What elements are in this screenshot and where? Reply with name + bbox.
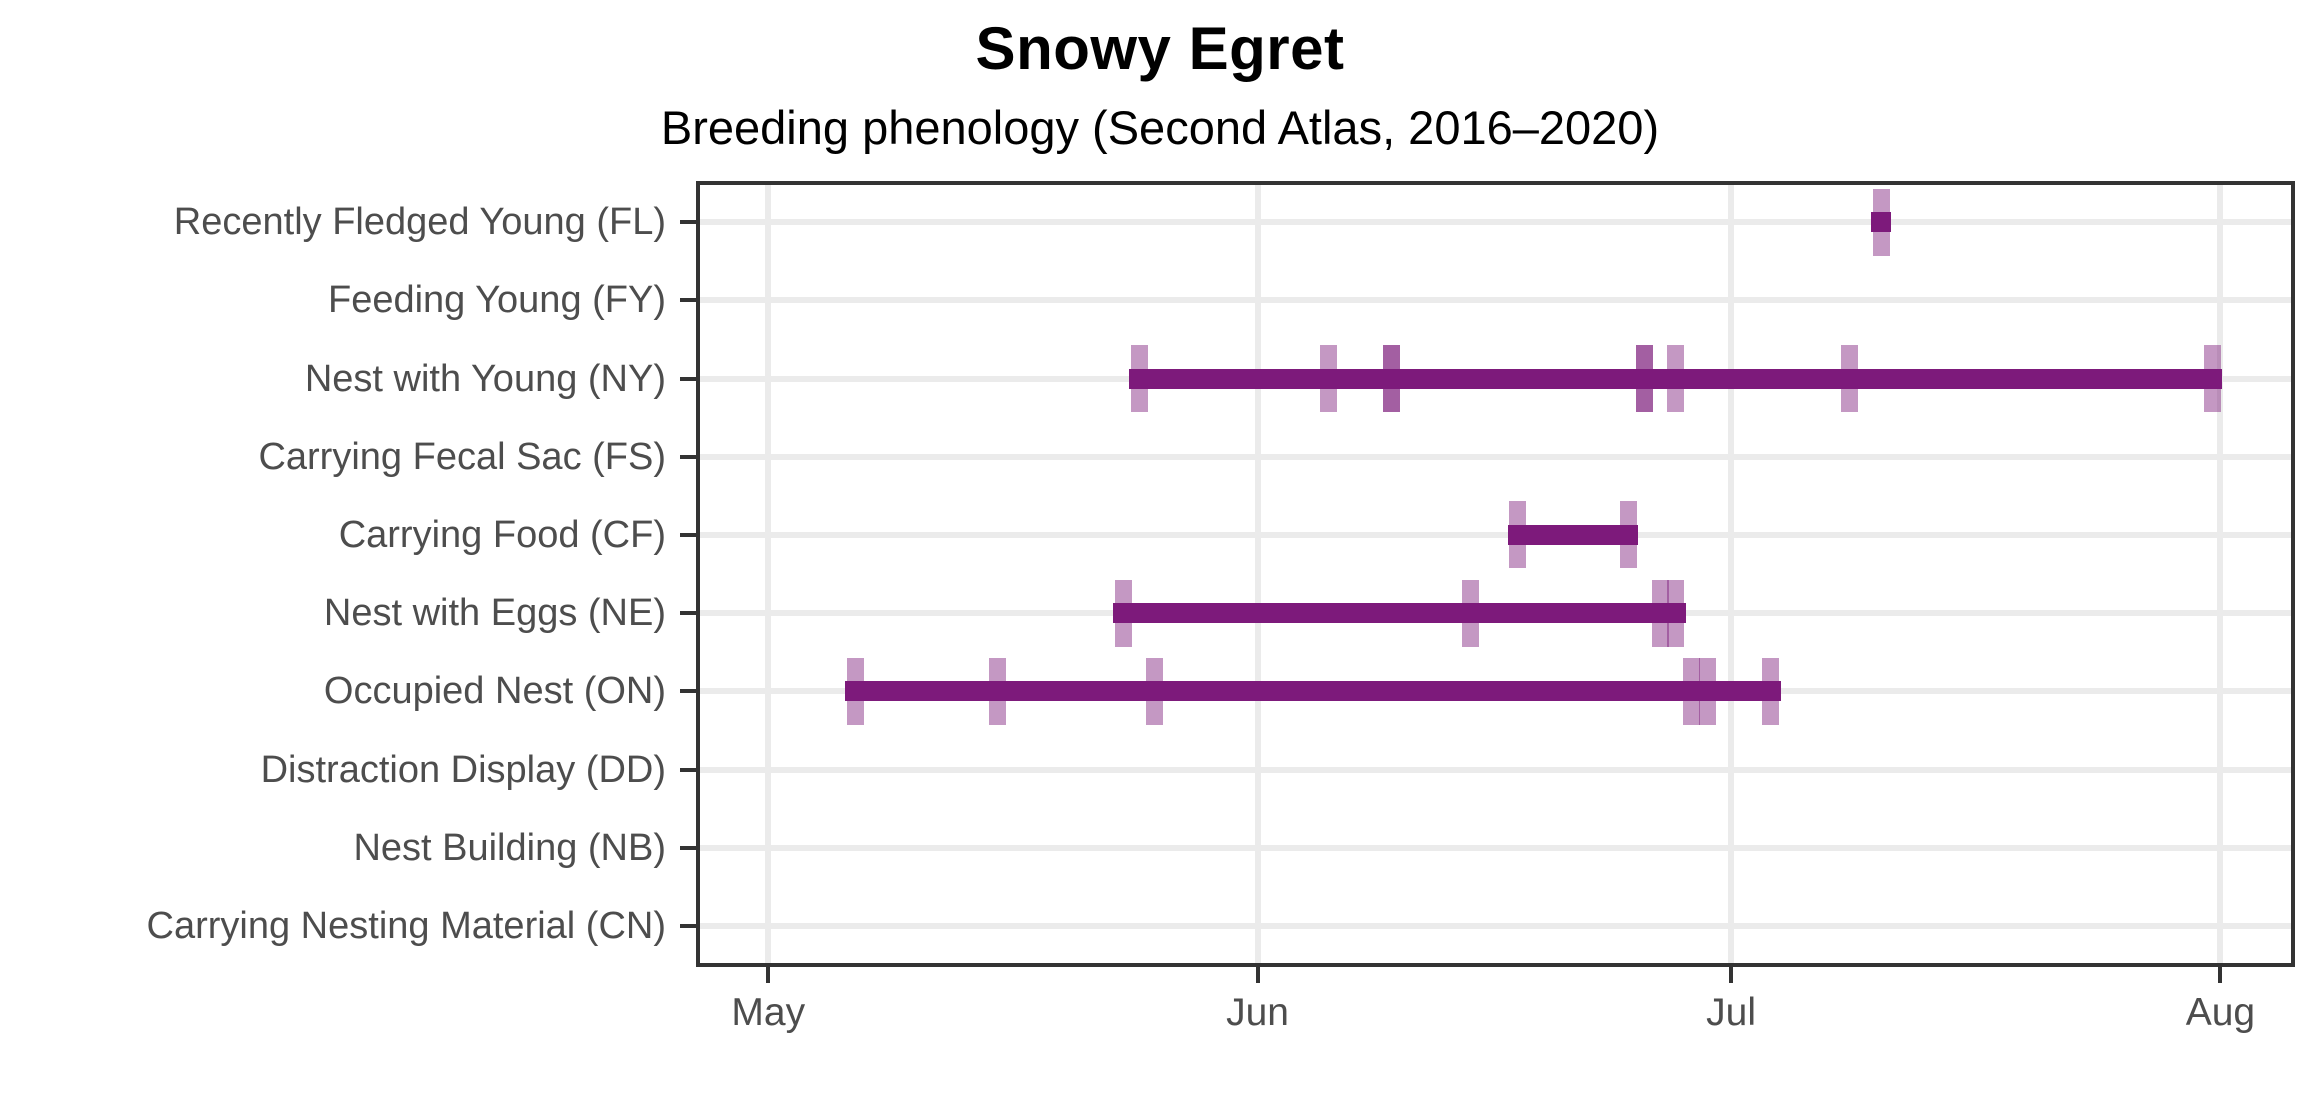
x-axis-label: Jun: [1226, 991, 1289, 1034]
gridline-horizontal: [698, 453, 2293, 460]
phenology-range-bar: [1129, 368, 2223, 389]
y-axis-label: Carrying Nesting Material (CN): [146, 904, 666, 947]
gridline-horizontal: [698, 297, 2293, 304]
phenology-range-bar: [845, 681, 1781, 702]
y-axis-tick: [680, 532, 698, 537]
y-axis-label: Carrying Food (CF): [338, 513, 666, 556]
phenology-range-bar: [1507, 524, 1639, 545]
gridline-horizontal: [698, 922, 2293, 929]
y-axis-tick: [680, 767, 698, 772]
y-axis-tick: [680, 298, 698, 303]
x-axis-tick: [2218, 965, 2223, 983]
y-axis-tick: [680, 611, 698, 616]
x-axis-tick: [766, 965, 771, 983]
y-axis-tick: [680, 220, 698, 225]
chart-title: Snowy Egret: [975, 15, 1345, 82]
gridline-vertical: [765, 183, 772, 965]
gridline-horizontal: [698, 219, 2293, 226]
gridline-vertical: [2217, 183, 2224, 965]
x-axis-label: Jul: [1706, 991, 1756, 1034]
plot-panel-background: [698, 183, 2293, 965]
y-axis-label: Nest with Eggs (NE): [323, 592, 666, 635]
gridline-horizontal: [698, 766, 2293, 773]
y-axis-label: Nest Building (NB): [353, 826, 666, 869]
y-axis-label: Distraction Display (DD): [260, 748, 666, 791]
x-axis-label: Aug: [2185, 991, 2256, 1034]
y-axis-label: Feeding Young (FY): [327, 279, 666, 322]
x-axis-label: May: [731, 991, 806, 1034]
y-axis-label: Carrying Fecal Sac (FS): [258, 435, 666, 478]
gridline-vertical: [1254, 183, 1261, 965]
y-axis-tick: [680, 376, 698, 381]
y-axis-tick: [680, 689, 698, 694]
y-axis-label: Occupied Nest (ON): [323, 670, 666, 713]
y-axis-label: Nest with Young (NY): [304, 357, 666, 400]
x-axis-tick: [1255, 965, 1260, 983]
y-axis-tick: [680, 845, 698, 850]
chart-subtitle: Breeding phenology (Second Atlas, 2016–2…: [660, 101, 1660, 154]
y-axis-tick: [680, 923, 698, 928]
phenology-range-bar: [1113, 603, 1686, 624]
gridline-horizontal: [698, 531, 2293, 538]
phenology-range-bar: [1871, 212, 1892, 233]
x-axis-tick: [1729, 965, 1734, 983]
y-axis-label: Recently Fledged Young (FL): [173, 201, 666, 244]
gridline-horizontal: [698, 844, 2293, 851]
y-axis-tick: [680, 454, 698, 459]
gridline-vertical: [1728, 183, 1735, 965]
